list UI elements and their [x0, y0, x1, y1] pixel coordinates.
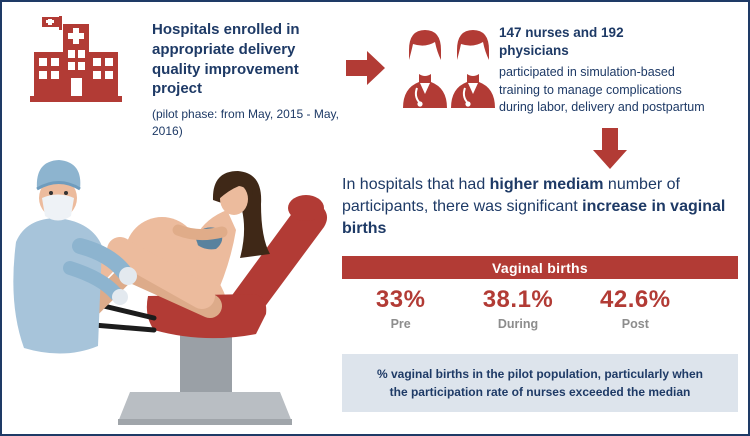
stat-during-value: 38.1%: [482, 286, 554, 313]
hospital-building-icon: [30, 16, 122, 102]
finding-bold-median: higher mediam: [489, 176, 604, 193]
finding-bold-increase: increase in vaginal births: [342, 198, 726, 238]
vaginal-births-banner: Vaginal births: [342, 256, 738, 279]
stat-during-label: During: [497, 317, 539, 331]
finding-text-1: In hospitals that had: [342, 176, 490, 193]
training-description: participated in simulation-based trainin…: [499, 65, 705, 115]
stat-pre: 33% Pre: [342, 286, 459, 331]
project-title: Hospitals enrolled in appropriate delive…: [152, 21, 300, 98]
arrow-down-icon: [593, 128, 627, 169]
vaginal-births-stats: 33% Pre 38.1% During 42.6% Post: [342, 286, 694, 331]
key-finding: In hospitals that had higher mediam numb…: [342, 174, 746, 240]
stat-post-label: Post: [621, 317, 649, 331]
stat-during: 38.1% During: [459, 286, 576, 331]
training-participants: 147 nurses and 192 physicians: [499, 25, 624, 59]
stat-post-value: 42.6%: [600, 286, 671, 313]
footnote-box: % vaginal births in the pilot population…: [342, 354, 738, 412]
training-text-block: 147 nurses and 192 physicians participat…: [499, 24, 739, 117]
nurse-and-physician-icon: [403, 30, 495, 108]
stat-pre-value: 33%: [375, 286, 426, 313]
finding-text-2: number of participants, there was signif…: [342, 176, 680, 216]
delivery-room-illustration: [13, 160, 328, 425]
project-title-block: Hospitals enrolled in appropriate delive…: [152, 20, 340, 140]
project-subtitle: (pilot phase: from May, 2015 - May, 2016…: [152, 107, 339, 138]
stat-pre-label: Pre: [390, 317, 411, 331]
arrow-right-icon: [346, 51, 385, 85]
stat-post: 42.6% Post: [577, 286, 694, 331]
